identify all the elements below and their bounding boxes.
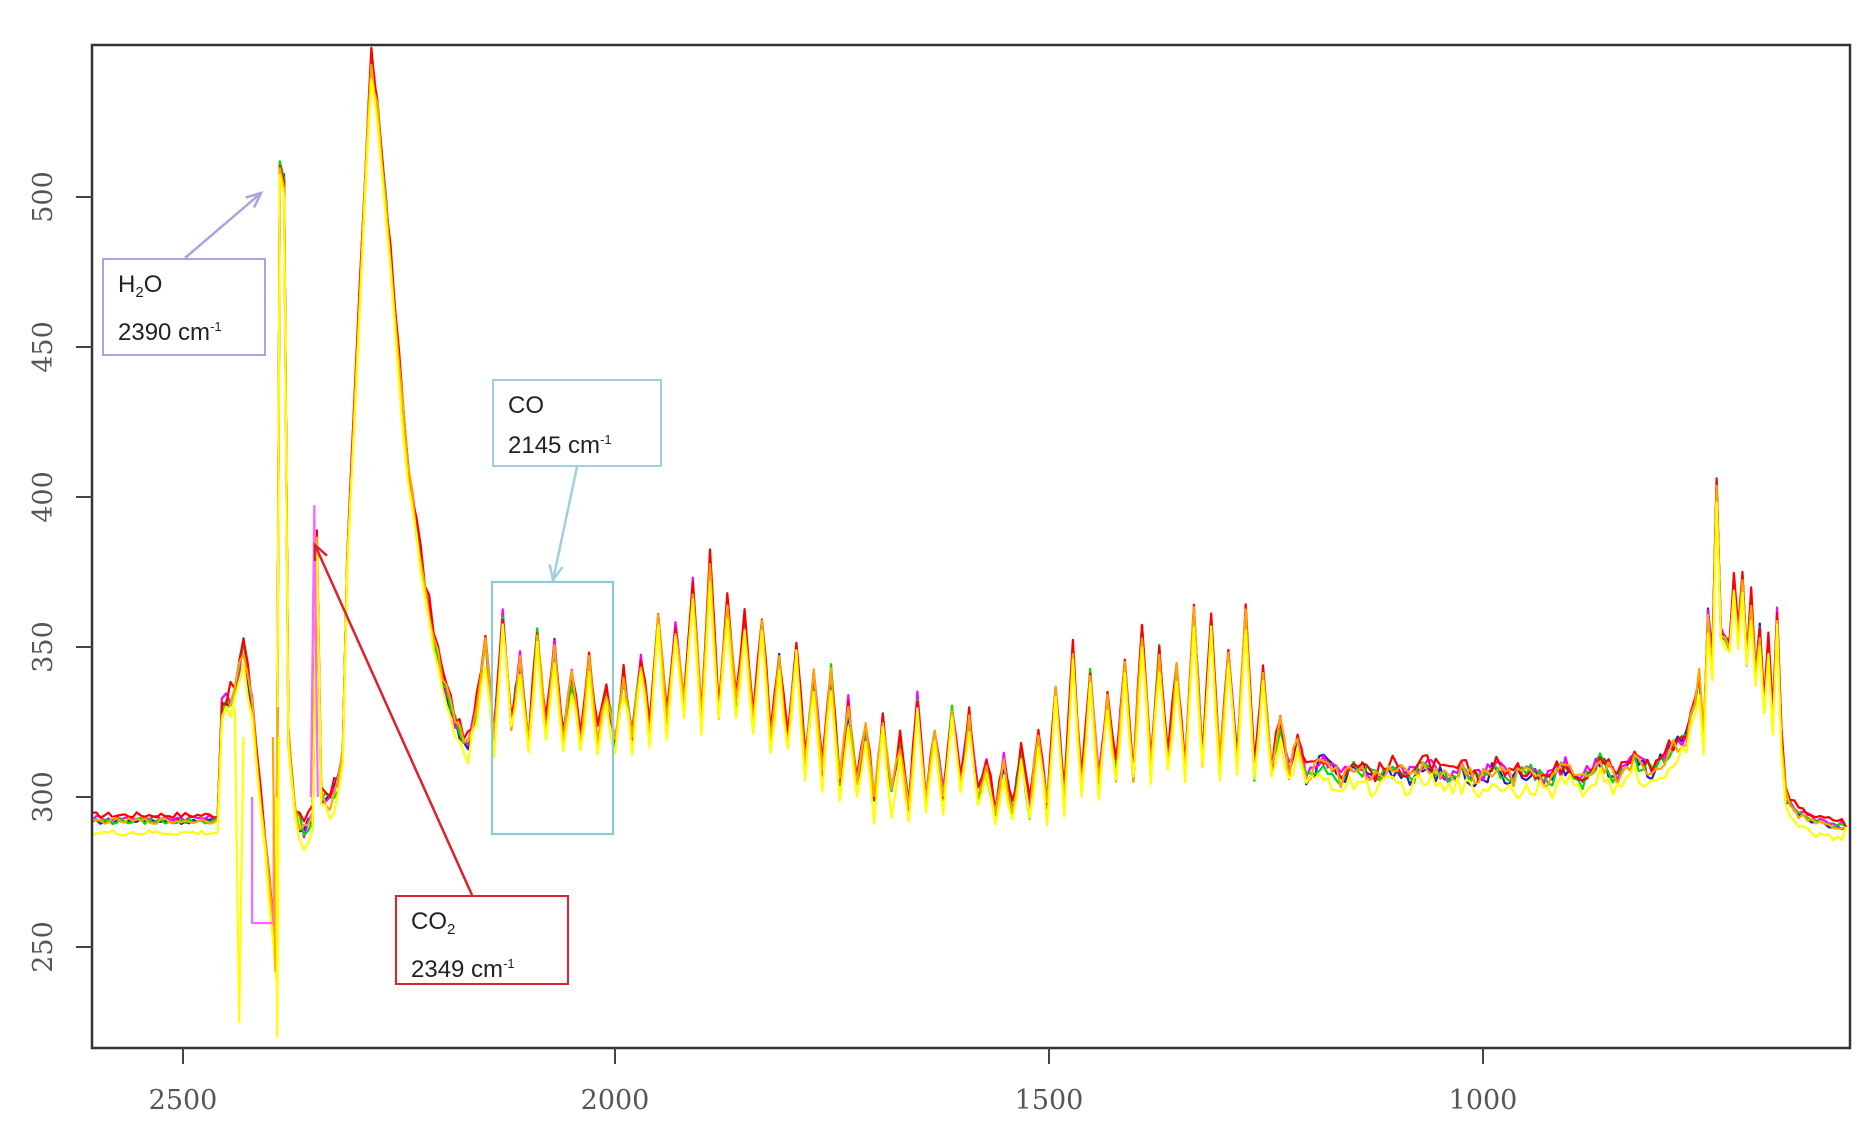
h2o-label-tail: O [143, 271, 163, 298]
spectrum-feature [275, 736, 280, 1039]
co-label-main: CO [508, 392, 544, 419]
x-tick-label: 1000 [1449, 1085, 1518, 1116]
x-tick-label: 2000 [581, 1085, 650, 1116]
h2o-arrow-icon [184, 191, 264, 259]
spectrum-feature [271, 706, 280, 973]
co-annotation: CO 2145 cm-1 [492, 379, 662, 467]
spectrum-line-s2 [91, 52, 1848, 967]
co-region-box [490, 580, 615, 836]
co2-unit-exponent: -1 [503, 956, 515, 971]
co-arrow-icon [548, 466, 579, 583]
co2-label-sub: 2 [447, 921, 456, 938]
plot-frame [90, 43, 1852, 1050]
spectrum-feature [233, 706, 245, 1024]
spectrum-line-s4 [92, 60, 1847, 960]
x-axis: 2500 2000 1500 1000 [149, 1048, 1518, 1116]
y-tick-label: 250 [28, 921, 59, 973]
y-tick-label: 500 [28, 171, 59, 223]
annotation-arrows [184, 191, 615, 896]
h2o-label-sub: 2 [135, 284, 144, 301]
spectrum-line-s1 [92, 46, 1848, 960]
h2o-label-main: H [118, 271, 136, 298]
y-tick-label: 450 [28, 321, 59, 373]
y-axis: 250 300 350 400 450 500 [28, 171, 92, 973]
spectrum-line-s5 [91, 63, 1847, 964]
x-tick-label: 1500 [1015, 1085, 1084, 1116]
y-tick-label: 350 [28, 621, 59, 673]
co2-wavenumber: 2349 cm [411, 956, 504, 983]
co2-arrow-icon [313, 542, 474, 896]
y-tick-label: 300 [28, 771, 59, 823]
co2-annotation: CO2 2349 cm-1 [395, 895, 569, 985]
co2-label-main: CO [411, 908, 447, 935]
spectrum-line-s3 [91, 58, 1847, 956]
y-tick-label: 400 [28, 471, 59, 523]
co-wavenumber: 2145 cm [508, 432, 601, 459]
spectrum-feature [309, 504, 319, 798]
h2o-wavenumber: 2390 cm [118, 319, 211, 346]
spectra-lines [91, 46, 1848, 1039]
x-tick-label: 2500 [149, 1085, 218, 1116]
h2o-annotation: H2O 2390 cm-1 [102, 258, 266, 356]
h2o-unit-exponent: -1 [210, 319, 222, 334]
spectrum-line-s6 [91, 78, 1848, 981]
co-unit-exponent: -1 [600, 432, 612, 447]
